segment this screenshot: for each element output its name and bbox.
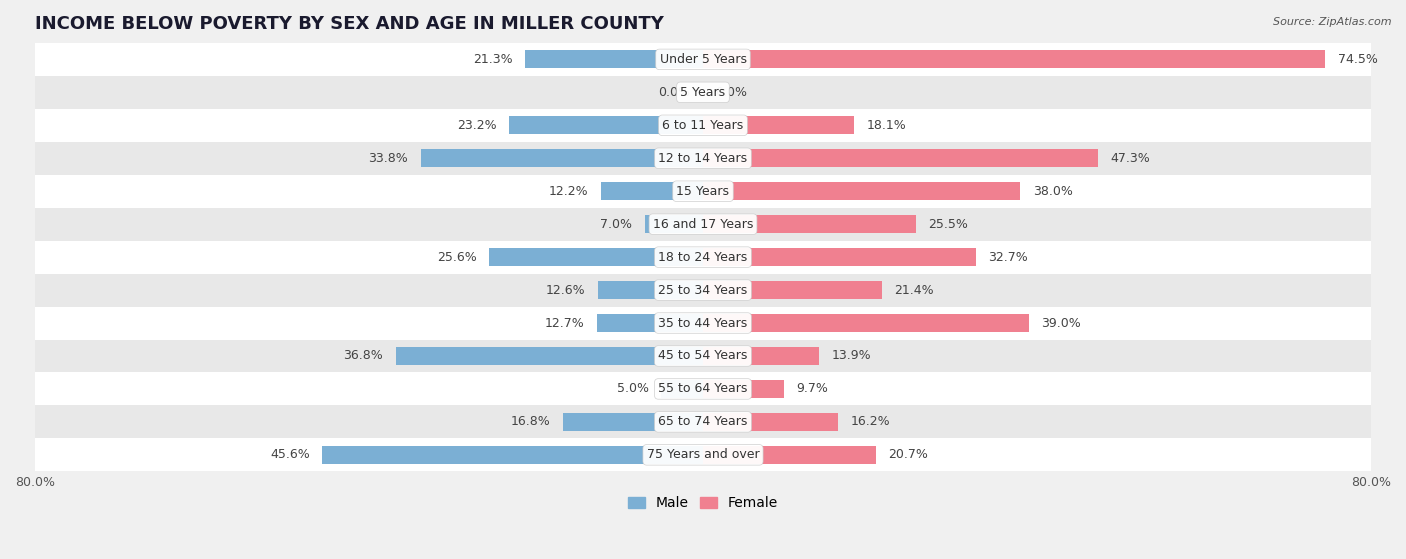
- Text: 32.7%: 32.7%: [988, 250, 1028, 264]
- Text: 21.4%: 21.4%: [894, 283, 934, 297]
- Bar: [644, 215, 703, 233]
- Bar: [35, 43, 1371, 76]
- Bar: [562, 413, 703, 431]
- Text: 0.0%: 0.0%: [658, 86, 690, 99]
- Text: 74.5%: 74.5%: [1337, 53, 1378, 66]
- Bar: [35, 438, 1371, 471]
- Text: 18.1%: 18.1%: [866, 119, 907, 132]
- Text: 13.9%: 13.9%: [831, 349, 872, 362]
- Bar: [395, 347, 703, 365]
- Text: 16.8%: 16.8%: [510, 415, 550, 428]
- Bar: [35, 175, 1371, 208]
- Text: 0.0%: 0.0%: [716, 86, 748, 99]
- Bar: [420, 149, 703, 167]
- Bar: [703, 446, 876, 464]
- Bar: [35, 372, 1371, 405]
- Bar: [35, 76, 1371, 109]
- Text: 55 to 64 Years: 55 to 64 Years: [658, 382, 748, 395]
- Bar: [35, 273, 1371, 306]
- Bar: [322, 446, 703, 464]
- Bar: [703, 380, 785, 398]
- Bar: [35, 142, 1371, 175]
- Text: 9.7%: 9.7%: [797, 382, 828, 395]
- Legend: Male, Female: Male, Female: [623, 491, 783, 516]
- Bar: [703, 248, 976, 266]
- Bar: [509, 116, 703, 134]
- Bar: [489, 248, 703, 266]
- Bar: [703, 149, 1098, 167]
- Text: 5 Years: 5 Years: [681, 86, 725, 99]
- Text: 15 Years: 15 Years: [676, 184, 730, 198]
- Text: 12.6%: 12.6%: [546, 283, 585, 297]
- Bar: [598, 314, 703, 332]
- Text: 16.2%: 16.2%: [851, 415, 890, 428]
- Text: 16 and 17 Years: 16 and 17 Years: [652, 217, 754, 231]
- Text: INCOME BELOW POVERTY BY SEX AND AGE IN MILLER COUNTY: INCOME BELOW POVERTY BY SEX AND AGE IN M…: [35, 15, 664, 33]
- Text: 45.6%: 45.6%: [270, 448, 309, 461]
- Bar: [602, 182, 703, 200]
- Text: 6 to 11 Years: 6 to 11 Years: [662, 119, 744, 132]
- Text: 20.7%: 20.7%: [889, 448, 928, 461]
- Bar: [35, 109, 1371, 142]
- Text: 36.8%: 36.8%: [343, 349, 384, 362]
- Bar: [35, 306, 1371, 339]
- Text: Source: ZipAtlas.com: Source: ZipAtlas.com: [1274, 17, 1392, 27]
- Text: 39.0%: 39.0%: [1042, 316, 1081, 330]
- Text: 45 to 54 Years: 45 to 54 Years: [658, 349, 748, 362]
- Text: 25.6%: 25.6%: [437, 250, 477, 264]
- Bar: [526, 50, 703, 68]
- Text: 7.0%: 7.0%: [600, 217, 633, 231]
- Text: 23.2%: 23.2%: [457, 119, 496, 132]
- Bar: [35, 339, 1371, 372]
- Bar: [598, 281, 703, 299]
- Text: 47.3%: 47.3%: [1111, 151, 1150, 165]
- Bar: [703, 116, 853, 134]
- Text: 75 Years and over: 75 Years and over: [647, 448, 759, 461]
- Bar: [661, 380, 703, 398]
- Bar: [703, 50, 1324, 68]
- Bar: [703, 314, 1029, 332]
- Bar: [703, 347, 820, 365]
- Bar: [35, 405, 1371, 438]
- Text: Under 5 Years: Under 5 Years: [659, 53, 747, 66]
- Text: 25 to 34 Years: 25 to 34 Years: [658, 283, 748, 297]
- Text: 12.7%: 12.7%: [544, 316, 585, 330]
- Text: 5.0%: 5.0%: [617, 382, 648, 395]
- Text: 18 to 24 Years: 18 to 24 Years: [658, 250, 748, 264]
- Text: 25.5%: 25.5%: [928, 217, 969, 231]
- Text: 12.2%: 12.2%: [548, 184, 589, 198]
- Text: 38.0%: 38.0%: [1033, 184, 1073, 198]
- Text: 33.8%: 33.8%: [368, 151, 408, 165]
- Text: 65 to 74 Years: 65 to 74 Years: [658, 415, 748, 428]
- Bar: [35, 240, 1371, 273]
- Text: 21.3%: 21.3%: [472, 53, 513, 66]
- Bar: [703, 182, 1021, 200]
- Text: 12 to 14 Years: 12 to 14 Years: [658, 151, 748, 165]
- Bar: [703, 413, 838, 431]
- Bar: [703, 215, 915, 233]
- Bar: [703, 281, 882, 299]
- Bar: [35, 208, 1371, 240]
- Text: 35 to 44 Years: 35 to 44 Years: [658, 316, 748, 330]
